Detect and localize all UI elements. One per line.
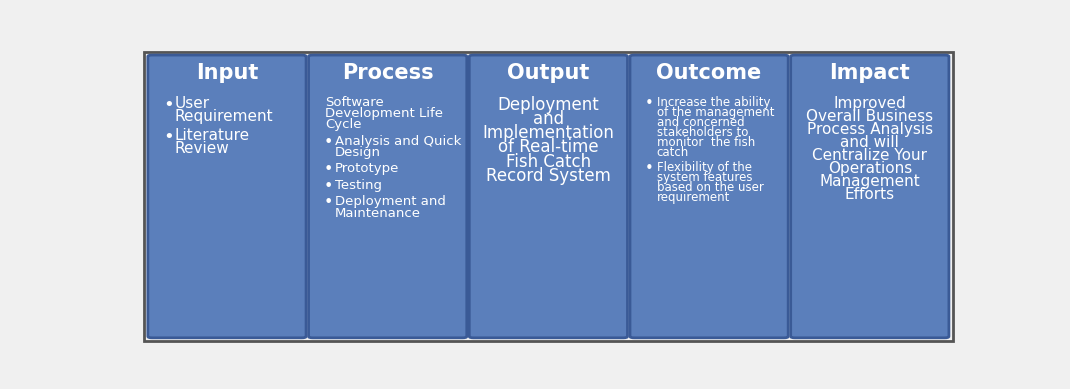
Text: system features: system features — [657, 171, 752, 184]
Text: •: • — [323, 135, 333, 150]
Text: Centralize Your: Centralize Your — [812, 148, 928, 163]
Text: Review: Review — [174, 141, 229, 156]
Text: of the management: of the management — [657, 106, 774, 119]
Text: •: • — [163, 96, 173, 114]
Text: based on the user: based on the user — [657, 181, 763, 194]
Text: Development Life: Development Life — [325, 107, 443, 120]
FancyBboxPatch shape — [143, 52, 953, 341]
Text: stakeholders to: stakeholders to — [657, 126, 748, 139]
Text: Increase the ability: Increase the ability — [657, 96, 770, 109]
Text: Implementation: Implementation — [483, 124, 614, 142]
Text: Efforts: Efforts — [844, 187, 895, 202]
Text: and will: and will — [840, 135, 899, 150]
Text: Flexibility of the: Flexibility of the — [657, 161, 751, 174]
Text: Process: Process — [341, 63, 433, 83]
FancyBboxPatch shape — [791, 55, 949, 338]
Text: Requirement: Requirement — [174, 109, 273, 124]
Text: Testing: Testing — [335, 179, 382, 192]
Text: Input: Input — [196, 63, 258, 83]
Text: •: • — [323, 179, 333, 194]
Text: •: • — [163, 128, 173, 145]
Text: •: • — [323, 195, 333, 210]
Text: of Real-time: of Real-time — [498, 138, 599, 156]
Text: Design: Design — [335, 146, 381, 159]
Text: •: • — [323, 162, 333, 177]
Text: •: • — [645, 161, 654, 176]
FancyBboxPatch shape — [630, 55, 789, 338]
Text: User: User — [174, 96, 210, 110]
Text: Prototype: Prototype — [335, 162, 399, 175]
Text: Overall Business: Overall Business — [806, 109, 933, 124]
Text: and concerned: and concerned — [657, 116, 744, 129]
Text: Record System: Record System — [486, 167, 611, 185]
Text: Cycle: Cycle — [325, 118, 362, 131]
Text: Process Analysis: Process Analysis — [807, 122, 933, 137]
Text: monitor  the fish: monitor the fish — [657, 136, 754, 149]
Text: and: and — [533, 110, 564, 128]
FancyBboxPatch shape — [148, 55, 306, 338]
Text: Maintenance: Maintenance — [335, 207, 422, 220]
Text: Operations: Operations — [828, 161, 912, 176]
Text: Impact: Impact — [829, 63, 911, 83]
Text: Analysis and Quick: Analysis and Quick — [335, 135, 461, 147]
Text: Output: Output — [507, 63, 590, 83]
Text: Improved: Improved — [834, 96, 906, 110]
Text: catch: catch — [657, 146, 689, 159]
Text: Outcome: Outcome — [657, 63, 762, 83]
Text: •: • — [645, 96, 654, 110]
Text: Literature: Literature — [174, 128, 249, 143]
Text: requirement: requirement — [657, 191, 730, 204]
Text: Software: Software — [325, 96, 384, 109]
Text: Deployment and: Deployment and — [335, 195, 446, 208]
Text: Fish Catch: Fish Catch — [506, 153, 591, 171]
Text: Deployment: Deployment — [498, 96, 599, 114]
Text: Management: Management — [820, 174, 920, 189]
FancyBboxPatch shape — [308, 55, 467, 338]
FancyBboxPatch shape — [470, 55, 627, 338]
